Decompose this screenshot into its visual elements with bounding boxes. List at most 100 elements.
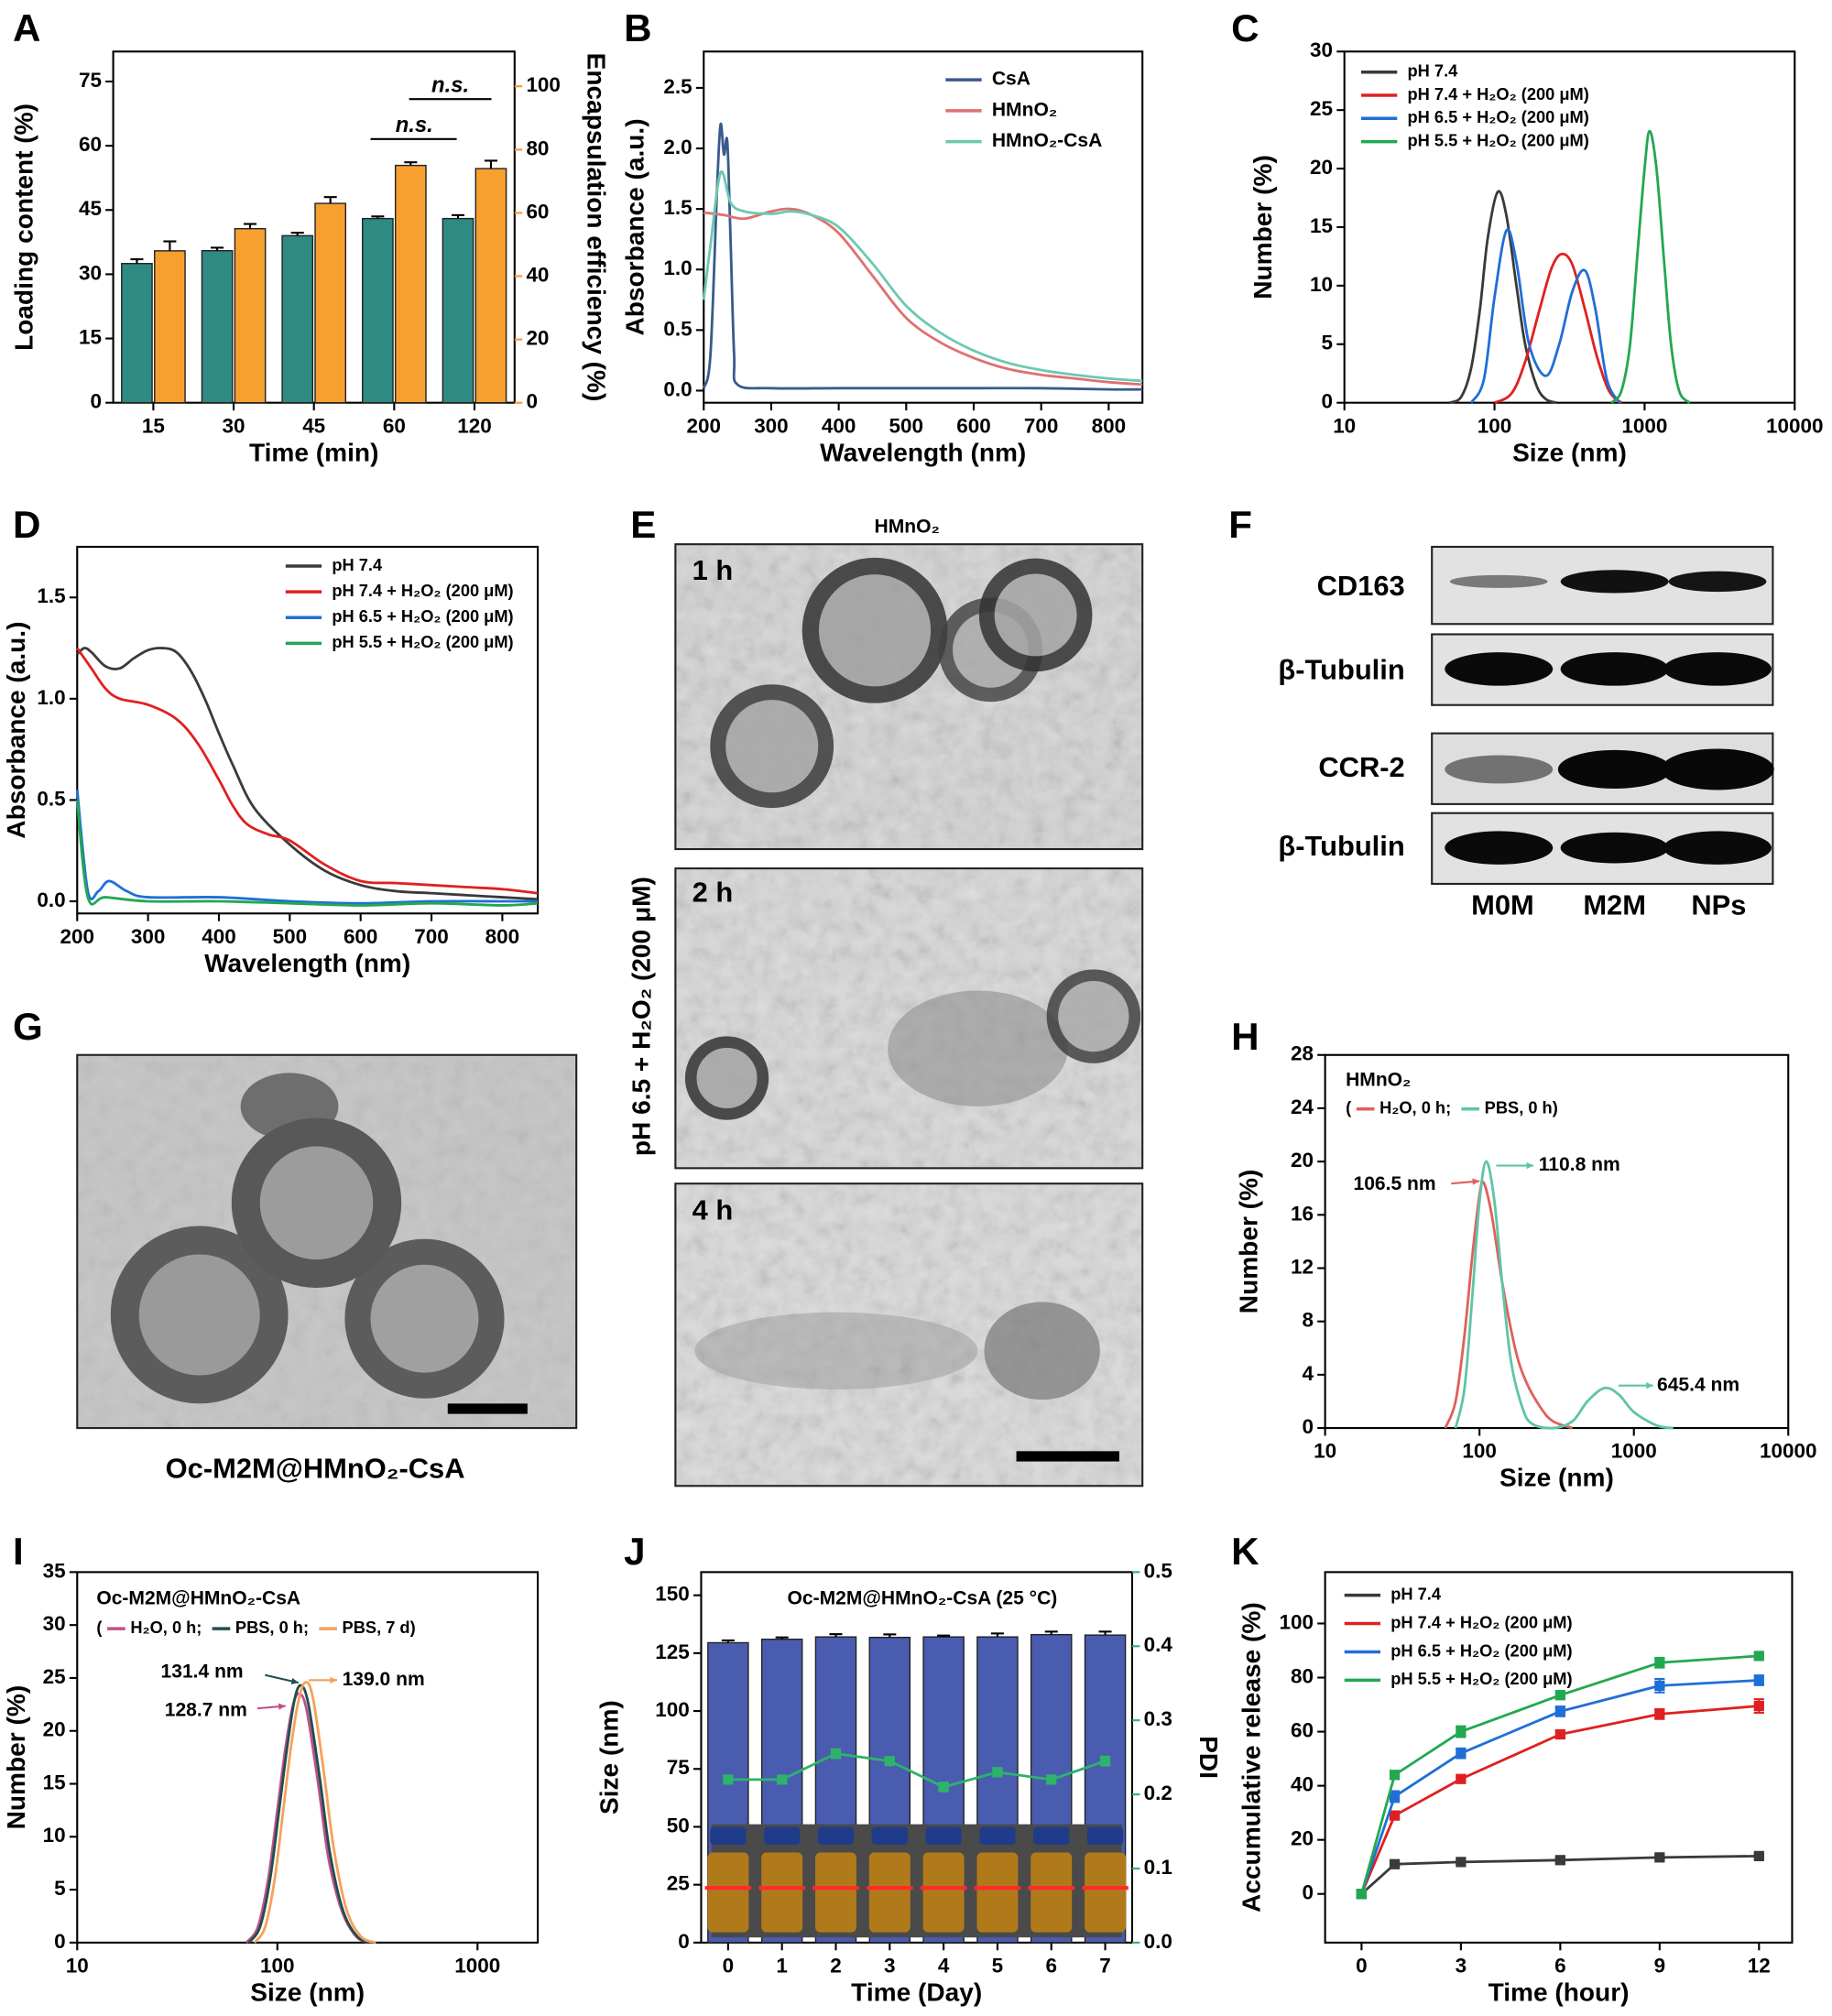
x-tick-label: 3 — [1456, 1954, 1467, 1977]
x-tick-label: 12 — [1748, 1954, 1771, 1977]
marker — [992, 1767, 1003, 1778]
x-tick-label: 200 — [60, 925, 95, 948]
chart-title: HMnO₂ — [1346, 1069, 1411, 1090]
x-tick-label: 200 — [687, 414, 722, 437]
tem-frame: 4 h — [674, 1182, 1144, 1487]
annotation: n.s. — [431, 72, 469, 97]
y-tick-label: 30 — [1310, 38, 1333, 61]
legend-label: HMnO₂-CsA — [992, 130, 1102, 151]
y-tick-label: 0 — [54, 1930, 66, 1953]
x-tick-label: 45 — [302, 414, 325, 437]
laser-line — [920, 1886, 967, 1891]
marker — [723, 1774, 734, 1785]
bar — [361, 217, 394, 404]
blot-band — [1560, 652, 1669, 686]
y-tick-label: 30 — [79, 261, 102, 284]
line — [1493, 252, 1622, 404]
marker — [1554, 1728, 1565, 1740]
laser-line — [1082, 1886, 1129, 1891]
y-tick-label: 1.5 — [37, 584, 65, 607]
column-label: NPs — [1691, 888, 1746, 921]
annotation: 131.4 nm — [161, 1661, 244, 1682]
debris — [888, 990, 1068, 1106]
y-tick-label: 15 — [79, 325, 102, 348]
annotation: 139.0 nm — [343, 1669, 425, 1690]
legend-label: pH 7.4 + H₂O₂ (200 μM) — [332, 581, 513, 600]
x-tick-label: 10000 — [1766, 414, 1823, 437]
marker — [938, 1782, 949, 1793]
marker — [1389, 1858, 1401, 1869]
x-axis-label: Time (hour) — [1488, 1978, 1630, 2006]
y-axis-label: Accumulative release (%) — [1237, 1602, 1265, 1912]
y2-tick-label: 80 — [526, 136, 549, 159]
legend-label: pH 7.4 + H₂O₂ (200 μM) — [1408, 84, 1589, 104]
x-tick-label: 15 — [142, 414, 165, 437]
line — [702, 169, 1143, 383]
x-tick-label: 10000 — [1760, 1440, 1816, 1463]
y-tick-label: 15 — [1310, 214, 1333, 237]
y-tick-label: 80 — [1291, 1664, 1314, 1687]
panel-label: F — [1228, 503, 1252, 546]
y-tick-label: 2.5 — [663, 75, 692, 98]
x-axis-label: Time (min) — [249, 438, 378, 466]
legend-label: PBS, 0 h; — [235, 1618, 309, 1637]
arrow-head — [278, 1703, 286, 1710]
y-tick-label: 20 — [1291, 1827, 1314, 1850]
y-tick-label: 10 — [1310, 273, 1333, 296]
x-tick-label: 10 — [1333, 414, 1356, 437]
y-axis-label: Number (%) — [1235, 1170, 1263, 1314]
marker — [830, 1748, 842, 1760]
y2-tick-label: 60 — [526, 200, 549, 223]
y2-tick-label: 0.1 — [1144, 1856, 1172, 1879]
legend-label: PBS, 7 d) — [343, 1618, 416, 1637]
y-tick-label: 45 — [79, 197, 102, 220]
blot-band — [1661, 748, 1774, 790]
x-tick-label: 6 — [1554, 1954, 1566, 1977]
y-tick-label: 28 — [1291, 1042, 1314, 1065]
legend-label: pH 6.5 + H₂O₂ (200 μM) — [1390, 1640, 1572, 1660]
legend-label: pH 7.4 — [332, 555, 383, 574]
annotation: n.s. — [396, 113, 433, 137]
y-tick-label: 8 — [1302, 1309, 1314, 1332]
y-tick-label: 16 — [1291, 1202, 1314, 1225]
bar — [121, 263, 153, 404]
blot-band — [1560, 570, 1669, 594]
particle — [344, 1238, 505, 1399]
tem-image — [76, 1053, 578, 1430]
blot-band — [1663, 652, 1772, 686]
x-tick-label: 4 — [938, 1954, 950, 1977]
y-tick-label: 15 — [43, 1771, 66, 1793]
line — [1444, 1180, 1574, 1430]
x-axis-label: Size (nm) — [1512, 438, 1627, 466]
legend-prefix: ( — [1346, 1098, 1352, 1117]
x-tick-label: 500 — [273, 925, 308, 948]
panel-label: I — [13, 1530, 24, 1573]
row-label: β-Tubulin — [1278, 653, 1404, 685]
x-tick-label: 1000 — [1611, 1440, 1657, 1463]
x-tick-label: 60 — [383, 414, 406, 437]
legend-label: pH 7.4 — [1408, 61, 1459, 81]
bar — [474, 168, 507, 404]
x-tick-label: 10 — [66, 1954, 89, 1977]
laser-line — [704, 1886, 752, 1891]
laser-line — [1028, 1886, 1075, 1891]
vial — [815, 1852, 856, 1933]
x-tick-label: 2 — [830, 1954, 842, 1977]
vial-cap — [1033, 1826, 1070, 1846]
x-tick-label: 100 — [1478, 414, 1511, 437]
line — [253, 1681, 376, 1945]
arrow-head — [1646, 1382, 1653, 1389]
bar — [234, 227, 267, 404]
y-tick-label: 20 — [1291, 1149, 1314, 1171]
marker — [1356, 1889, 1368, 1900]
line — [75, 790, 539, 905]
marker — [1099, 1756, 1111, 1767]
y-tick-label: 60 — [1291, 1719, 1314, 1742]
y-tick-label: 5 — [1322, 332, 1334, 354]
panel-label: K — [1231, 1530, 1260, 1573]
legend-prefix: ( — [96, 1618, 103, 1637]
x-tick-label: 500 — [889, 414, 924, 437]
y-tick-label: 75 — [667, 1756, 690, 1779]
legend-label: pH 6.5 + H₂O₂ (200 μM) — [332, 606, 513, 626]
line — [1360, 1705, 1760, 1895]
